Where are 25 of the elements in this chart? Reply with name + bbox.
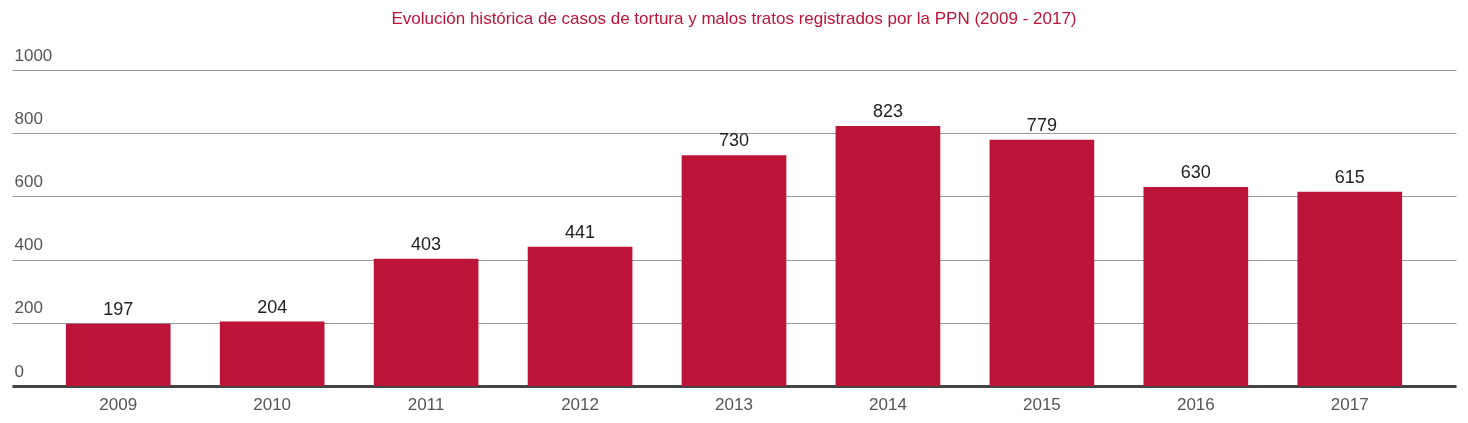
x-tick-label: 2015	[1022, 394, 1061, 414]
data-label: 441	[565, 221, 596, 242]
x-tick-label: 2012	[561, 394, 599, 414]
x-tick-label: 2009	[99, 394, 138, 414]
x-tick-label: 2017	[1330, 394, 1369, 414]
x-tick-label: 2010	[253, 394, 292, 414]
data-label: 204	[257, 296, 288, 317]
y-tick-label: 400	[14, 235, 43, 255]
chart-title: Evolución histórica de casos de tortura y malos tratos registrados por la PPN (2009 - 2017)	[390, 8, 1078, 30]
y-tick-label: 600	[14, 171, 43, 191]
data-label: 730	[718, 130, 750, 151]
data-label: 197	[103, 298, 134, 319]
y-tick-label: 800	[14, 108, 43, 128]
x-tick-label: 2016	[1176, 394, 1215, 414]
x-tick-label: 2014	[869, 394, 907, 414]
data-label: 615	[1334, 166, 1365, 187]
x-tick-label: 2013	[715, 394, 753, 414]
x-tick-label: 2011	[407, 394, 445, 414]
data-label: 823	[872, 100, 903, 121]
data-label: 779	[1026, 114, 1057, 135]
y-tick-label: 200	[14, 298, 43, 318]
y-tick-label: 1000	[14, 45, 53, 65]
data-label: 403	[411, 233, 442, 254]
y-tick-label: 0	[14, 361, 24, 381]
data-label: 630	[1180, 161, 1211, 182]
